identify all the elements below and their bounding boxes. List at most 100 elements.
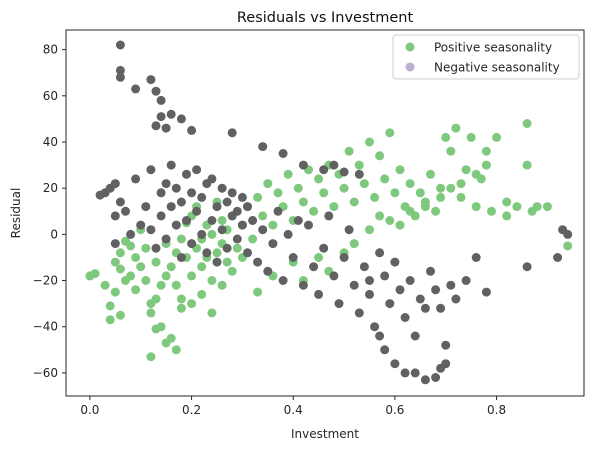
x-tick-label: 0.2 [182,403,201,417]
point-negative-seasonality [405,276,415,285]
point-positive-seasonality [141,243,151,253]
point-positive-seasonality [115,264,125,274]
point-positive-seasonality [171,280,181,290]
point-negative-seasonality [217,225,227,235]
point-positive-seasonality [309,206,319,216]
point-negative-seasonality [349,280,359,290]
point-positive-seasonality [420,202,430,212]
point-positive-seasonality [248,234,258,244]
point-negative-seasonality [390,257,400,267]
point-negative-seasonality [146,225,156,235]
point-positive-seasonality [390,188,400,198]
point-negative-seasonality [258,142,268,152]
point-positive-seasonality [370,192,380,202]
point-positive-seasonality [176,294,186,304]
point-positive-seasonality [339,183,349,193]
point-positive-seasonality [395,165,405,175]
point-positive-seasonality [385,216,395,225]
point-negative-seasonality [182,169,191,179]
point-negative-seasonality [156,95,166,105]
point-positive-seasonality [217,216,227,225]
point-negative-seasonality [207,174,217,184]
point-positive-seasonality [273,188,283,198]
point-negative-seasonality [166,109,176,119]
point-negative-seasonality [187,125,197,135]
point-negative-seasonality [431,373,441,382]
point-positive-seasonality [456,192,466,202]
point-positive-seasonality [263,179,273,189]
point-negative-seasonality [436,303,446,313]
point-positive-seasonality [298,197,308,207]
point-positive-seasonality [105,315,115,325]
point-positive-seasonality [385,128,395,138]
point-negative-seasonality [202,248,212,258]
point-negative-seasonality [248,216,258,225]
point-negative-seasonality [298,280,308,290]
point-positive-seasonality [217,280,227,290]
point-negative-seasonality [227,128,237,138]
point-positive-seasonality [115,248,125,258]
legend: Positive seasonality Negative seasonalit… [392,34,580,80]
point-negative-seasonality [227,188,237,198]
point-negative-seasonality [187,239,197,249]
point-positive-seasonality [446,146,456,156]
point-positive-seasonality [532,202,542,212]
point-negative-seasonality [192,206,202,216]
point-negative-seasonality [339,253,349,262]
point-positive-seasonality [405,206,415,216]
point-positive-seasonality [563,241,573,251]
point-negative-seasonality [115,65,125,75]
point-negative-seasonality [441,340,451,350]
point-negative-seasonality [151,243,161,253]
x-tick-label: 0.0 [80,403,99,417]
point-positive-seasonality [115,310,125,320]
point-positive-seasonality [222,257,232,267]
point-negative-seasonality [431,285,441,295]
point-negative-seasonality [410,331,420,341]
point-negative-seasonality [171,220,181,230]
chart-title: Residuals vs Investment [237,10,414,26]
y-tick-label: 40 [43,135,58,149]
point-positive-seasonality [380,174,390,184]
point-negative-seasonality [258,225,268,235]
point-positive-seasonality [166,262,176,272]
point-negative-seasonality [126,229,136,239]
point-positive-seasonality [375,151,385,161]
point-negative-seasonality [176,253,186,262]
point-positive-seasonality [293,183,303,193]
point-positive-seasonality [187,271,197,281]
point-negative-seasonality [110,179,120,189]
point-negative-seasonality [212,202,222,212]
point-positive-seasonality [161,338,171,348]
point-positive-seasonality [314,174,324,184]
legend-label-positive-seasonality: Positive seasonality [434,41,552,55]
point-negative-seasonality [156,112,166,122]
point-positive-seasonality [405,179,415,189]
point-negative-seasonality [334,299,344,309]
point-positive-seasonality [461,165,471,175]
point-negative-seasonality [400,313,410,322]
point-positive-seasonality [431,206,441,216]
point-negative-seasonality [385,299,395,309]
point-positive-seasonality [227,266,237,276]
point-negative-seasonality [522,262,532,272]
point-negative-seasonality [410,368,420,378]
point-negative-seasonality [415,294,425,304]
point-negative-seasonality [324,211,334,221]
point-positive-seasonality [207,308,217,318]
point-positive-seasonality [90,269,100,279]
point-negative-seasonality [187,188,197,198]
point-positive-seasonality [441,132,451,142]
point-positive-seasonality [375,211,385,221]
point-positive-seasonality [110,287,120,297]
point-positive-seasonality [176,234,186,244]
y-tick-label: 0 [50,227,58,241]
point-positive-seasonality [329,202,339,212]
point-positive-seasonality [258,211,268,221]
x-axis-ticks: 0.0 0.2 0.4 0.6 0.8 [80,396,506,417]
point-negative-seasonality [222,243,232,253]
point-negative-seasonality [471,253,481,262]
point-negative-seasonality [115,40,125,50]
point-negative-seasonality [268,239,278,249]
